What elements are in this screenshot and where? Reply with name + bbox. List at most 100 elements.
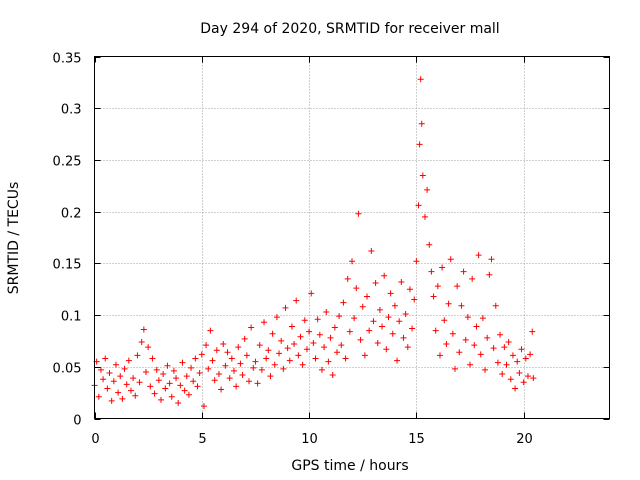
data-point	[190, 378, 197, 385]
y-axis-title: SRMTID / TECUs	[6, 182, 22, 295]
data-point	[469, 275, 476, 282]
data-point	[355, 210, 362, 217]
data-point	[166, 380, 173, 387]
data-point	[143, 368, 149, 375]
data-point	[454, 283, 461, 290]
data-point	[158, 396, 165, 403]
data-point	[278, 337, 285, 344]
data-point	[529, 328, 536, 335]
data-point	[250, 364, 257, 371]
data-point	[400, 334, 407, 341]
grid	[94, 56, 610, 419]
data-point	[376, 306, 383, 313]
data-point	[243, 352, 250, 359]
data-point	[155, 377, 162, 384]
data-point	[501, 344, 508, 351]
data-point	[436, 352, 443, 359]
data-point	[284, 345, 291, 352]
data-point	[460, 268, 467, 275]
data-point	[215, 371, 222, 378]
data-point	[456, 349, 463, 356]
data-point	[351, 315, 358, 322]
data-point	[276, 350, 283, 357]
plot-frame	[94, 56, 610, 419]
y-tick-label: 0	[73, 414, 81, 429]
data-point	[370, 318, 377, 325]
data-point	[198, 351, 205, 358]
data-point	[520, 379, 527, 386]
data-point	[209, 357, 216, 364]
data-point	[119, 395, 126, 402]
axis-ticks: 0 5 10 15 20 0 0.05 0.1 0.15 0.2 0.25 0.3 0.35	[53, 52, 610, 447]
data-point	[503, 361, 510, 368]
data-point	[110, 378, 117, 385]
chart-title: Day 294 of 2020, SRMTID for receiver mal…	[200, 21, 499, 37]
data-point	[308, 290, 315, 297]
data-point	[497, 331, 504, 338]
data-point	[273, 314, 280, 321]
data-point	[404, 344, 411, 351]
data-point	[462, 336, 469, 343]
data-point	[288, 323, 295, 330]
data-point	[127, 387, 134, 394]
data-point	[252, 358, 259, 365]
data-point	[379, 323, 386, 330]
data-point	[213, 347, 220, 354]
data-point	[482, 366, 489, 373]
data-point	[168, 393, 175, 400]
data-point	[121, 365, 128, 372]
data-point	[432, 327, 439, 334]
data-point	[344, 275, 351, 282]
data-point	[140, 326, 147, 333]
data-point	[312, 355, 319, 362]
data-point	[361, 352, 368, 359]
data-point	[115, 389, 122, 396]
data-point	[224, 349, 231, 356]
data-point	[387, 290, 394, 297]
data-point	[426, 241, 433, 248]
data-point	[183, 373, 190, 380]
data-point	[499, 371, 506, 378]
data-point	[108, 397, 115, 404]
data-point	[421, 213, 428, 220]
data-point	[256, 342, 263, 349]
data-point	[372, 280, 379, 287]
y-tick-label: 0.2	[61, 207, 82, 222]
data-point	[207, 327, 214, 334]
data-points	[91, 76, 537, 410]
data-point	[439, 264, 446, 271]
data-point	[321, 344, 328, 351]
data-point	[494, 359, 501, 366]
data-point	[310, 339, 317, 346]
data-point	[95, 393, 102, 400]
data-point	[338, 342, 345, 349]
data-point	[222, 362, 229, 369]
data-point	[136, 379, 143, 386]
data-point	[340, 299, 347, 306]
data-point	[200, 403, 207, 410]
data-point	[471, 342, 478, 349]
data-point	[492, 302, 499, 309]
data-point	[132, 392, 139, 399]
data-point	[280, 365, 287, 372]
data-point	[342, 355, 349, 362]
data-point	[265, 347, 272, 354]
data-point	[248, 324, 255, 331]
data-point	[452, 365, 458, 372]
data-point	[473, 323, 480, 330]
data-point	[475, 252, 482, 259]
data-point	[246, 378, 252, 385]
data-point	[447, 256, 454, 263]
data-point	[359, 303, 366, 310]
data-point	[488, 256, 495, 263]
data-point	[269, 330, 276, 337]
data-point	[357, 336, 364, 343]
data-point	[333, 349, 340, 356]
data-point	[301, 317, 308, 324]
data-point	[527, 351, 534, 358]
data-point	[239, 372, 246, 379]
data-point	[331, 324, 338, 331]
data-point	[100, 376, 107, 383]
y-tick-label: 0.1	[61, 310, 82, 325]
